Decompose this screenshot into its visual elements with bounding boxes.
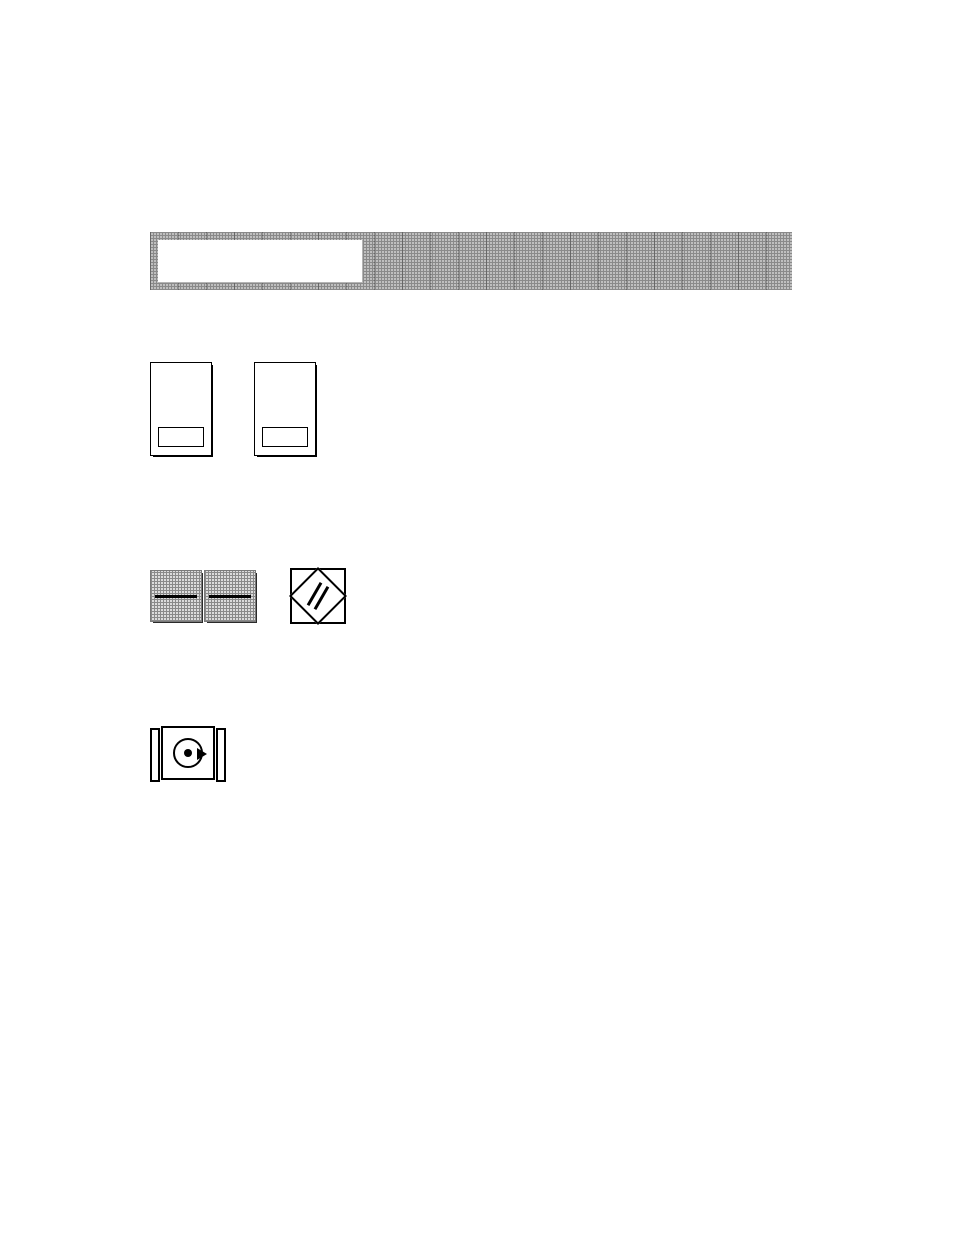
page-icon-slot [158, 427, 204, 447]
page-icon [254, 362, 318, 458]
target-frame-icon [161, 726, 215, 780]
minus-tile [150, 570, 202, 622]
page-icon [150, 362, 214, 458]
header-inset-box [158, 240, 363, 283]
page-icon-slot [262, 427, 308, 447]
page [0, 0, 954, 1235]
play-arrow-icon [197, 748, 207, 760]
diamond-tile [290, 568, 346, 624]
minus-tile [204, 570, 256, 622]
bracket-right-icon [216, 728, 226, 782]
bracket-left-icon [150, 728, 160, 782]
